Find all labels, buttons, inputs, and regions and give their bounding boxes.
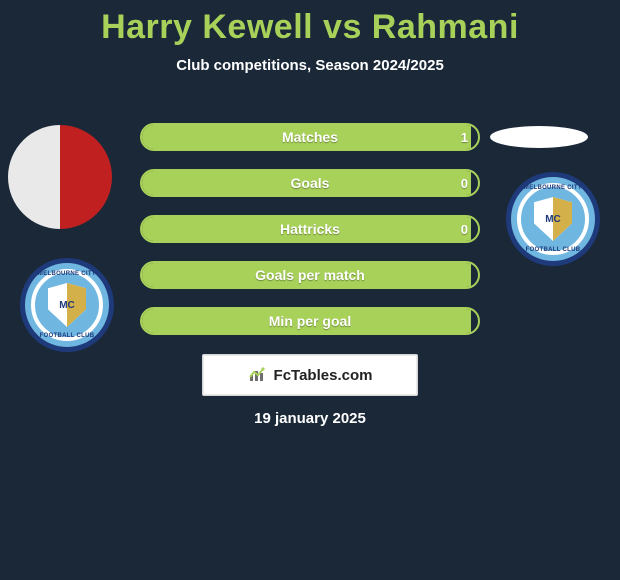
crest-text-top: MELBOURNE CITY <box>524 185 582 191</box>
stat-row: Min per goal <box>140 307 480 335</box>
club-crest-left: MELBOURNE CITY MC FOOTBALL CLUB <box>20 258 114 352</box>
stat-value-left <box>142 309 162 333</box>
brand-text: FcTables.com <box>274 367 373 384</box>
stat-label: Goals per match <box>142 263 478 287</box>
stat-value-left <box>142 171 162 195</box>
crest-mono: MC <box>545 214 561 225</box>
stat-label: Goals <box>142 171 478 195</box>
subtitle: Club competitions, Season 2024/2025 <box>0 57 620 74</box>
crest-text-bottom: FOOTBALL CLUB <box>526 247 581 253</box>
stats-container: Matches1Goals0Hattricks0Goals per matchM… <box>140 123 480 353</box>
stat-row: Goals per match <box>140 261 480 289</box>
stat-row: Goals0 <box>140 169 480 197</box>
page-title: Harry Kewell vs Rahmani <box>0 0 620 47</box>
stat-value-left <box>142 263 162 287</box>
crest-text-top: MELBOURNE CITY <box>38 271 96 277</box>
player-right-avatar <box>490 126 588 148</box>
stat-value-right: 0 <box>451 171 478 195</box>
snapshot-date: 19 january 2025 <box>0 410 620 427</box>
stat-row: Hattricks0 <box>140 215 480 243</box>
stat-label: Min per goal <box>142 309 478 333</box>
stat-label: Matches <box>142 125 478 149</box>
crest-mono: MC <box>59 300 75 311</box>
stat-label: Hattricks <box>142 217 478 241</box>
chart-icon <box>248 367 268 383</box>
stat-row: Matches1 <box>140 123 480 151</box>
stat-value-right <box>458 309 478 333</box>
brand-card: FcTables.com <box>202 354 418 396</box>
stat-value-right: 0 <box>451 217 478 241</box>
stat-value-right <box>458 263 478 287</box>
stat-value-right: 1 <box>451 125 478 149</box>
stat-value-left <box>142 217 162 241</box>
player-left-avatar <box>8 125 112 229</box>
club-crest-right: MELBOURNE CITY MC FOOTBALL CLUB <box>506 172 600 266</box>
stat-value-left <box>142 125 162 149</box>
crest-text-bottom: FOOTBALL CLUB <box>40 333 95 339</box>
